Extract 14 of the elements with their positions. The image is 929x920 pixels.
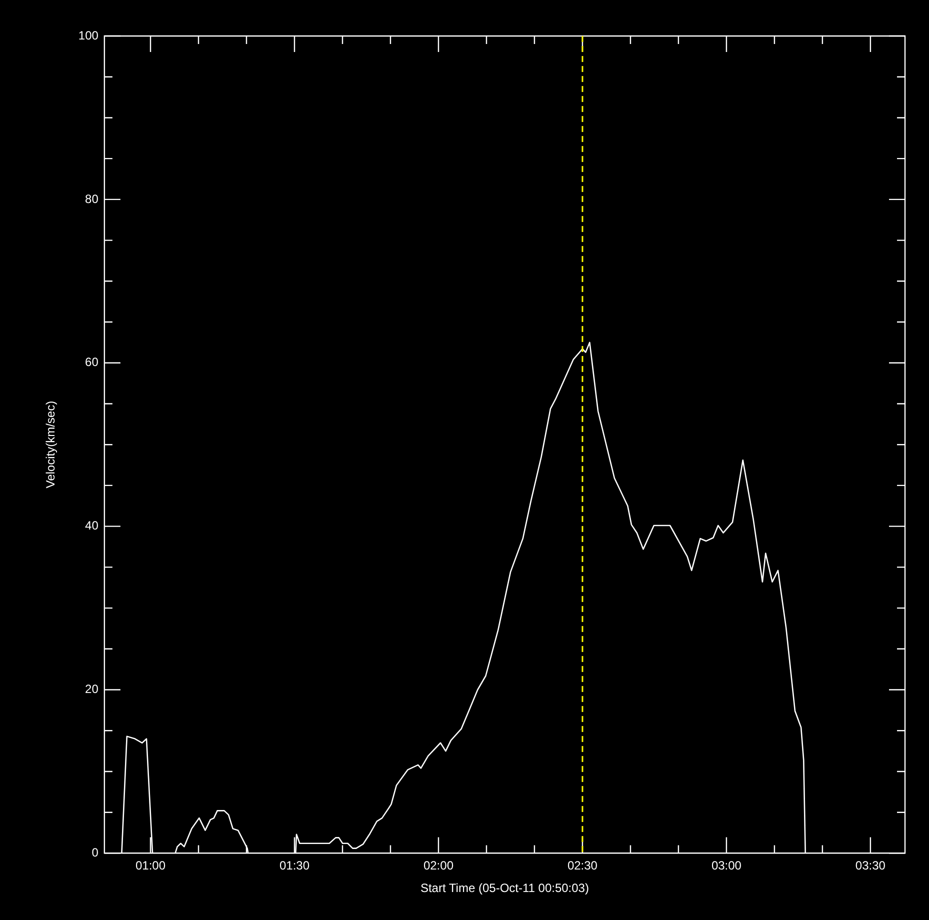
y-tick-label: 60	[85, 355, 99, 370]
x-tick-label: 03:30	[855, 858, 886, 873]
y-tick-label: 100	[78, 28, 99, 42]
x-tick-label: 01:00	[135, 858, 166, 873]
x-axis-title: Start Time (05-Oct-11 00:50:03)	[420, 881, 589, 896]
x-tick-label: 01:30	[279, 858, 310, 873]
y-tick-label: 80	[85, 192, 99, 206]
y-tick-label: 40	[85, 518, 99, 533]
y-tick-label: 20	[85, 682, 99, 696]
x-tick-label: 02:00	[423, 858, 454, 873]
x-tick-label: 03:00	[711, 858, 742, 873]
x-tick-label: 02:30	[567, 858, 598, 873]
y-tick-label: 0	[92, 846, 99, 860]
y-axis-title: Velocity(km/sec)	[44, 400, 58, 488]
